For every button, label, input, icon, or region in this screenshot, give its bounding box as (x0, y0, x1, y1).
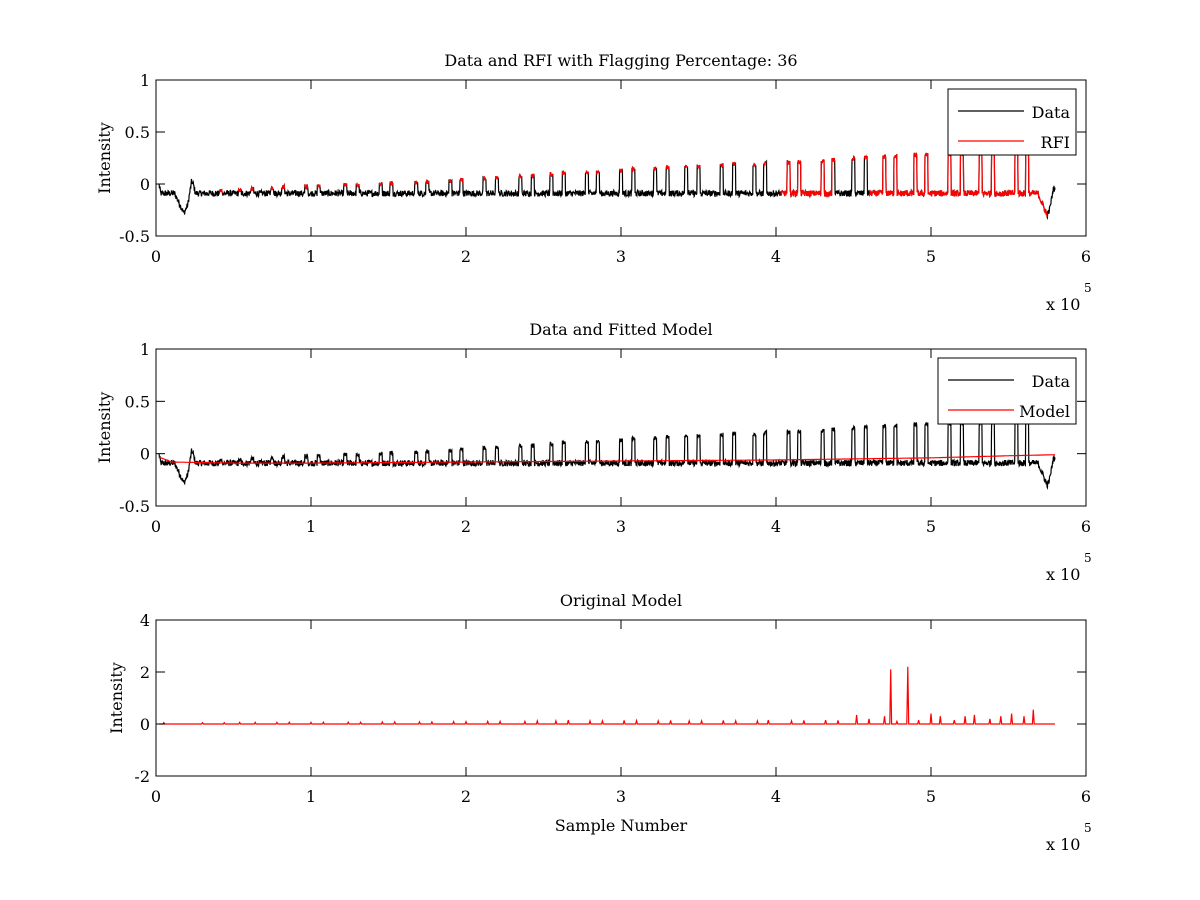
x-tick-label: 0 (151, 517, 161, 536)
series-data-line (158, 417, 1056, 490)
x-tick-label: 3 (616, 517, 626, 536)
x-tick-label: 6 (1081, 787, 1091, 806)
chart-title: Data and Fitted Model (529, 320, 712, 339)
x-tick-label: 2 (461, 517, 471, 536)
y-axis-label: Intensity (95, 122, 114, 194)
y-tick-label: 4 (140, 611, 150, 630)
series-group (158, 417, 1056, 490)
y-tick-label: 0 (140, 175, 150, 194)
x-exponent-label: x 10 (1046, 565, 1080, 584)
x-tick-label: 3 (616, 787, 626, 806)
x-tick-label: 4 (771, 247, 781, 266)
y-tick-label: -0.5 (119, 227, 150, 246)
y-tick-label: 1 (140, 71, 150, 90)
x-exponent-power: 5 (1084, 821, 1092, 835)
series-group (158, 148, 1056, 221)
chart-title: Data and RFI with Flagging Percentage: 3… (444, 51, 797, 70)
y-tick-label: 0 (140, 445, 150, 464)
x-tick-label: 2 (461, 247, 471, 266)
x-tick-label: 0 (151, 247, 161, 266)
legend-box (937, 357, 1077, 425)
legend-label: RFI (1041, 133, 1070, 152)
y-axis-label: Intensity (95, 392, 114, 464)
y-tick-label: 1 (140, 340, 150, 359)
legend: Data Model (937, 357, 1077, 425)
x-tick-label: 1 (306, 517, 316, 536)
x-tick-label: 6 (1081, 517, 1091, 536)
x-tick-label: 5 (926, 787, 936, 806)
series-rfi-line (219, 148, 1048, 218)
x-tick-label: 4 (771, 787, 781, 806)
series-original-model-line (159, 666, 1055, 725)
x-tick-label: 6 (1081, 247, 1091, 266)
legend-box (947, 88, 1077, 156)
y-tick-label: 0.5 (125, 392, 150, 411)
plot-area (156, 620, 1086, 776)
legend-label: Data (1032, 103, 1071, 122)
plot-area (156, 80, 1086, 236)
x-exponent-power: 5 (1084, 281, 1092, 295)
x-tick-label: 5 (926, 517, 936, 536)
legend-label: Model (1019, 402, 1070, 421)
series-group (159, 666, 1055, 725)
x-tick-label: 0 (151, 787, 161, 806)
x-tick-label: 3 (616, 247, 626, 266)
series-model-line (158, 454, 1056, 464)
y-tick-label: 0 (140, 715, 150, 734)
legend-label: Data (1032, 372, 1071, 391)
y-tick-label: -0.5 (119, 497, 150, 516)
plot-area (156, 349, 1086, 506)
x-tick-label: 5 (926, 247, 936, 266)
y-tick-label: 2 (140, 663, 150, 682)
y-axis-label: Intensity (107, 662, 126, 734)
x-tick-label: 1 (306, 787, 316, 806)
x-exponent-label: x 10 (1046, 835, 1080, 854)
x-tick-label: 2 (461, 787, 471, 806)
chart-title: Original Model (560, 591, 682, 610)
x-tick-label: 1 (306, 247, 316, 266)
x-axis-label: Sample Number (555, 816, 688, 835)
x-exponent-label: x 10 (1046, 295, 1080, 314)
y-tick-label: -2 (134, 767, 150, 786)
x-exponent-power: 5 (1084, 551, 1092, 565)
legend: Data RFI (947, 88, 1077, 156)
y-tick-label: 0.5 (125, 123, 150, 142)
x-tick-label: 4 (771, 517, 781, 536)
